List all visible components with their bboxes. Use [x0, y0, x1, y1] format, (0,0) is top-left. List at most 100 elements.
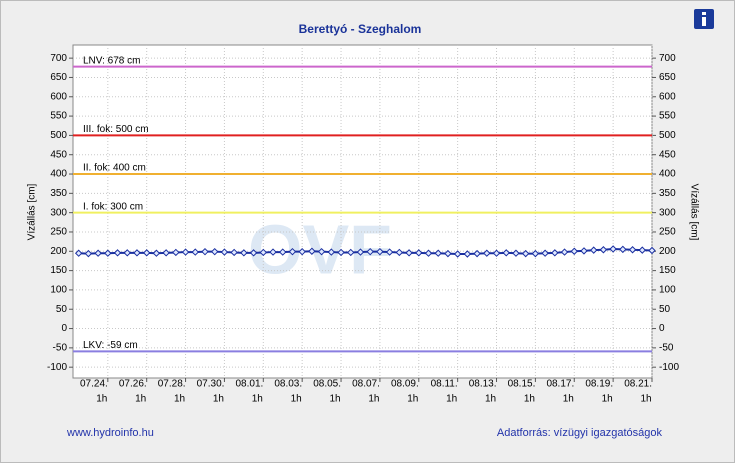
data-point: [638, 246, 646, 254]
data-point: [541, 249, 549, 257]
y2-tick-label: 450: [659, 149, 676, 160]
data-point: [104, 249, 112, 257]
y-axis-label: Vízállás [cm]: [27, 183, 38, 240]
data-point: [123, 249, 131, 257]
data-point: [347, 248, 355, 257]
x-tick-sublabel: 1h: [563, 394, 574, 405]
y2-tick-label: 500: [659, 130, 676, 141]
data-point: [483, 249, 491, 257]
x-tick-sublabel: 1h: [407, 394, 418, 405]
data-point: [473, 249, 481, 258]
reference-label: III. fok: 500 cm: [83, 124, 149, 135]
data-point: [152, 249, 161, 257]
data-point: [327, 248, 336, 256]
data-point: [201, 247, 209, 256]
data-point: [589, 246, 598, 254]
y-tick-label: 650: [50, 72, 67, 83]
x-tick-sublabel: 1h: [485, 394, 496, 405]
x-tick-label: 07.24.: [80, 379, 108, 390]
y-tick-label: 250: [50, 227, 67, 238]
data-point: [453, 250, 462, 258]
y2-tick-label: 350: [659, 188, 676, 199]
data-point: [337, 248, 345, 257]
reference-label: LKV: -59 cm: [83, 340, 138, 351]
data-point: [317, 247, 326, 256]
data-point: [502, 249, 510, 257]
data-point: [211, 247, 219, 256]
x-tick-label: 08.13.: [469, 379, 497, 390]
y-tick-label: 100: [50, 285, 67, 296]
x-tick-label: 08.07.: [352, 379, 380, 390]
data-point: [230, 248, 238, 257]
y-tick-label: 350: [50, 188, 67, 199]
data-point: [308, 247, 316, 255]
y2-tick-label: 550: [659, 111, 676, 122]
data-point: [463, 250, 472, 258]
y2-tick-label: 400: [659, 169, 676, 180]
y2-axis-label: Vízállás [cm]: [688, 184, 699, 241]
y2-tick-label: -50: [659, 343, 674, 354]
data-point: [84, 249, 93, 258]
data-point: [191, 248, 199, 256]
y-tick-label: 300: [50, 207, 67, 218]
data-point: [531, 249, 540, 258]
data-point: [288, 247, 297, 256]
x-tick-sublabel: 1h: [329, 394, 340, 405]
y-tick-label: -100: [47, 362, 67, 373]
data-point: [570, 247, 578, 255]
y-tick-label: 400: [50, 169, 67, 180]
x-tick-label: 07.28.: [158, 379, 186, 390]
data-point: [133, 249, 141, 257]
data-point: [181, 248, 190, 256]
y2-tick-label: 200: [659, 246, 676, 257]
footer-link[interactable]: www.hydroinfo.hu: [66, 427, 154, 439]
y-tick-label: 700: [50, 53, 67, 64]
x-tick-label: 08.15.: [508, 379, 536, 390]
y2-tick-label: 100: [659, 285, 676, 296]
y-tick-label: 200: [50, 246, 67, 257]
data-point: [366, 247, 374, 256]
x-tick-sublabel: 1h: [602, 394, 613, 405]
y-tick-label: 450: [50, 149, 67, 160]
y-tick-label: 150: [50, 265, 67, 276]
y2-tick-label: 650: [659, 72, 676, 83]
y2-tick-label: 600: [659, 91, 676, 102]
x-tick-label: 08.19.: [585, 379, 613, 390]
x-tick-sublabel: 1h: [96, 394, 107, 405]
x-tick-sublabel: 1h: [368, 394, 379, 405]
data-point: [434, 249, 442, 257]
x-tick-sublabel: 1h: [291, 394, 302, 405]
x-tick-label: 08.09.: [391, 379, 419, 390]
y2-tick-label: 50: [659, 304, 671, 315]
x-tick-sublabel: 1h: [213, 394, 224, 405]
y2-tick-label: 150: [659, 265, 676, 276]
data-point: [492, 249, 501, 257]
data-point: [385, 248, 394, 256]
data-point: [356, 248, 365, 256]
footer-source: Adatforrás: vízügyi igazgatóságok: [497, 427, 663, 439]
x-tick-sublabel: 1h: [640, 394, 651, 405]
y2-tick-label: 0: [659, 323, 665, 334]
data-point: [415, 249, 423, 257]
data-point: [609, 245, 617, 253]
x-tick-label: 08.05.: [313, 379, 341, 390]
data-point: [240, 249, 248, 257]
x-tick-label: 08.17.: [546, 379, 574, 390]
data-point: [395, 248, 404, 257]
x-tick-label: 07.26.: [119, 379, 147, 390]
y-tick-label: 600: [50, 91, 67, 102]
x-tick-sublabel: 1h: [252, 394, 263, 405]
info-icon[interactable]: [694, 9, 714, 29]
reference-label: LNV: 678 cm: [83, 55, 140, 66]
data-point: [599, 246, 608, 254]
x-tick-label: 08.11.: [431, 379, 458, 390]
data-point: [405, 249, 413, 257]
y-tick-label: 550: [50, 111, 67, 122]
data-point: [560, 248, 569, 256]
y2-tick-label: 700: [659, 53, 676, 64]
data-point: [551, 249, 559, 257]
x-tick-label: 08.01.: [235, 379, 263, 390]
reference-label: II. fok: 400 cm: [83, 163, 146, 174]
data-point: [424, 249, 433, 257]
